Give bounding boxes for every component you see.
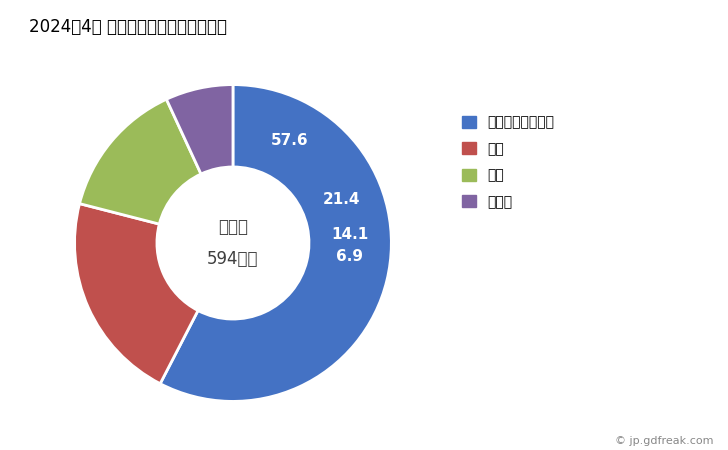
- Legend: アラブ首長国連邦, 韓国, 中国, ドイツ: アラブ首長国連邦, 韓国, 中国, ドイツ: [458, 111, 558, 213]
- Text: © jp.gdfreak.com: © jp.gdfreak.com: [615, 436, 713, 446]
- Wedge shape: [160, 85, 392, 401]
- Text: 2024年4月 輸出相手国のシェア（％）: 2024年4月 輸出相手国のシェア（％）: [29, 18, 227, 36]
- Wedge shape: [167, 85, 233, 174]
- Wedge shape: [74, 203, 198, 384]
- Text: 57.6: 57.6: [271, 133, 308, 148]
- Text: 14.1: 14.1: [331, 227, 368, 243]
- Text: 21.4: 21.4: [323, 192, 360, 207]
- Text: 594万円: 594万円: [207, 250, 258, 268]
- Text: 6.9: 6.9: [336, 249, 363, 264]
- Wedge shape: [79, 99, 201, 224]
- Text: 総　額: 総 額: [218, 218, 248, 236]
